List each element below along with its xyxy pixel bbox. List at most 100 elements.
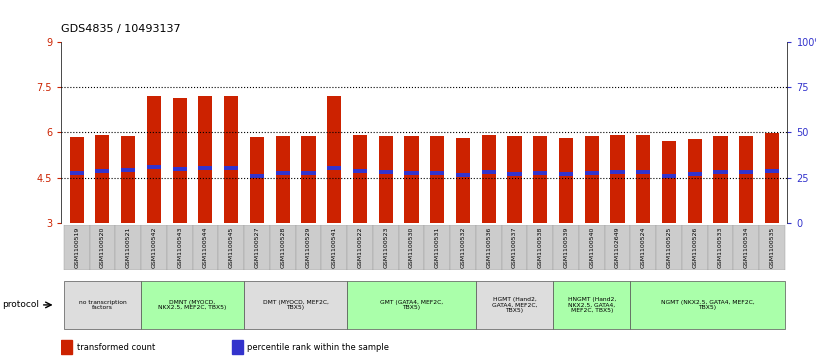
FancyBboxPatch shape xyxy=(295,225,322,270)
Bar xyxy=(276,171,290,175)
Text: GSM1100522: GSM1100522 xyxy=(357,226,362,268)
Bar xyxy=(172,98,187,223)
Text: GSM1100545: GSM1100545 xyxy=(228,226,233,268)
FancyBboxPatch shape xyxy=(347,225,373,270)
Bar xyxy=(636,170,650,174)
Bar xyxy=(379,135,392,223)
Text: GSM1100537: GSM1100537 xyxy=(512,226,517,268)
FancyBboxPatch shape xyxy=(682,225,707,270)
Text: GSM1100532: GSM1100532 xyxy=(460,226,465,268)
Text: no transcription
factors: no transcription factors xyxy=(78,299,126,310)
Text: GDS4835 / 10493137: GDS4835 / 10493137 xyxy=(61,24,181,34)
Text: GSM1100529: GSM1100529 xyxy=(306,226,311,268)
Text: GSM1100533: GSM1100533 xyxy=(718,226,723,268)
Text: GSM1100540: GSM1100540 xyxy=(589,226,594,268)
Bar xyxy=(301,171,316,175)
Bar xyxy=(739,136,753,223)
Bar xyxy=(456,173,470,177)
FancyBboxPatch shape xyxy=(64,225,90,270)
Text: GSM1102649: GSM1102649 xyxy=(615,226,620,268)
Text: GSM1100528: GSM1100528 xyxy=(280,226,285,268)
FancyBboxPatch shape xyxy=(244,281,347,329)
Bar xyxy=(147,96,161,223)
Bar xyxy=(662,174,676,178)
Text: transformed count: transformed count xyxy=(77,343,155,352)
Text: GSM1100541: GSM1100541 xyxy=(331,226,337,268)
FancyBboxPatch shape xyxy=(476,281,553,329)
Bar xyxy=(713,171,728,174)
Text: GSM1100527: GSM1100527 xyxy=(255,226,259,268)
FancyBboxPatch shape xyxy=(141,281,244,329)
FancyBboxPatch shape xyxy=(502,225,527,270)
Bar xyxy=(69,137,84,223)
Text: GSM1100539: GSM1100539 xyxy=(564,226,569,268)
Bar xyxy=(198,166,212,170)
Text: GSM1100542: GSM1100542 xyxy=(152,226,157,268)
Bar xyxy=(481,171,496,174)
Bar xyxy=(739,170,753,174)
Text: GSM1100538: GSM1100538 xyxy=(538,226,543,268)
Bar xyxy=(95,169,109,173)
Bar xyxy=(533,136,548,223)
Text: GSM1100519: GSM1100519 xyxy=(74,226,79,268)
Text: GSM1100525: GSM1100525 xyxy=(667,226,672,268)
Bar xyxy=(95,135,109,223)
FancyBboxPatch shape xyxy=(759,225,785,270)
Bar xyxy=(353,169,367,173)
Text: HNGMT (Hand2,
NKX2.5, GATA4,
MEF2C, TBX5): HNGMT (Hand2, NKX2.5, GATA4, MEF2C, TBX5… xyxy=(568,297,616,313)
FancyBboxPatch shape xyxy=(734,225,759,270)
Bar xyxy=(250,174,264,178)
Text: GSM1100543: GSM1100543 xyxy=(177,226,182,268)
Bar xyxy=(765,169,779,173)
FancyBboxPatch shape xyxy=(476,225,502,270)
Bar xyxy=(327,96,341,223)
Bar xyxy=(636,135,650,223)
Text: percentile rank within the sample: percentile rank within the sample xyxy=(247,343,389,352)
FancyBboxPatch shape xyxy=(630,225,656,270)
Bar xyxy=(430,171,444,175)
FancyBboxPatch shape xyxy=(322,225,347,270)
FancyBboxPatch shape xyxy=(553,225,579,270)
FancyBboxPatch shape xyxy=(450,225,476,270)
FancyBboxPatch shape xyxy=(373,225,398,270)
FancyBboxPatch shape xyxy=(64,281,141,329)
Bar xyxy=(610,135,624,223)
Bar xyxy=(224,96,238,223)
Bar xyxy=(405,136,419,223)
FancyBboxPatch shape xyxy=(527,225,553,270)
Bar xyxy=(232,340,243,354)
FancyBboxPatch shape xyxy=(630,281,785,329)
Bar xyxy=(481,135,496,223)
Bar xyxy=(533,171,548,175)
Bar xyxy=(559,138,573,223)
Text: GMT (GATA4, MEF2C,
TBX5): GMT (GATA4, MEF2C, TBX5) xyxy=(380,299,443,310)
FancyBboxPatch shape xyxy=(141,225,166,270)
Text: GSM1100534: GSM1100534 xyxy=(743,226,749,268)
Text: GSM1100531: GSM1100531 xyxy=(435,226,440,268)
Bar xyxy=(688,172,702,176)
FancyBboxPatch shape xyxy=(553,281,630,329)
Bar xyxy=(508,172,521,176)
Text: GSM1100535: GSM1100535 xyxy=(769,226,774,268)
Bar xyxy=(379,170,392,174)
Bar xyxy=(224,166,238,170)
Bar xyxy=(610,171,624,174)
FancyBboxPatch shape xyxy=(579,225,605,270)
Text: NGMT (NKX2.5, GATA4, MEF2C,
TBX5): NGMT (NKX2.5, GATA4, MEF2C, TBX5) xyxy=(661,299,755,310)
Bar xyxy=(508,136,521,223)
Bar xyxy=(405,171,419,175)
FancyBboxPatch shape xyxy=(193,225,219,270)
FancyBboxPatch shape xyxy=(115,225,141,270)
Bar xyxy=(276,136,290,223)
FancyBboxPatch shape xyxy=(347,281,476,329)
Bar xyxy=(456,138,470,223)
Text: GSM1100526: GSM1100526 xyxy=(692,226,697,268)
Text: GSM1100524: GSM1100524 xyxy=(641,226,645,268)
Bar xyxy=(61,340,73,354)
Text: DMNT (MYOCD,
NKX2.5, MEF2C, TBX5): DMNT (MYOCD, NKX2.5, MEF2C, TBX5) xyxy=(158,299,227,310)
Bar xyxy=(250,137,264,223)
Bar xyxy=(198,96,212,223)
FancyBboxPatch shape xyxy=(90,225,115,270)
Text: GSM1100521: GSM1100521 xyxy=(126,226,131,268)
Text: DMT (MYOCD, MEF2C,
TBX5): DMT (MYOCD, MEF2C, TBX5) xyxy=(263,299,329,310)
